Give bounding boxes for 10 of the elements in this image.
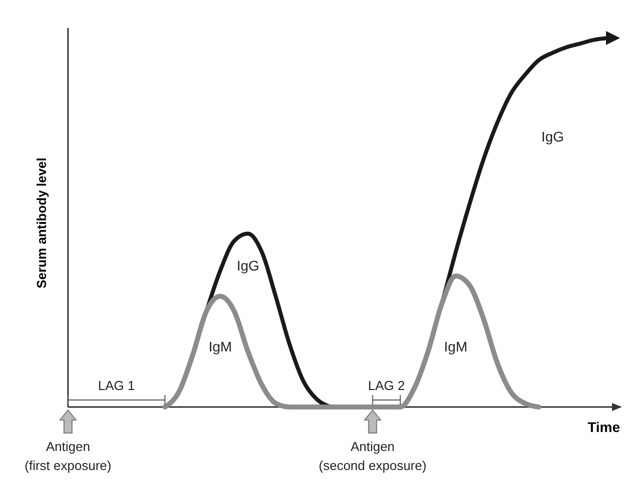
- text: Antigen (first exposure): [24, 439, 112, 473]
- series-label: IgM: [208, 338, 232, 355]
- x-axis-title: Time: [588, 419, 620, 435]
- text: Antigen (second exposure): [318, 439, 426, 473]
- y-axis-title: Serum antibody level: [34, 158, 49, 288]
- text: IgM: [444, 338, 468, 355]
- series-label: IgG: [236, 257, 260, 274]
- text: IgG: [541, 128, 564, 144]
- annotation: LAG 2: [368, 378, 405, 393]
- annotation: LAG 1: [98, 378, 135, 393]
